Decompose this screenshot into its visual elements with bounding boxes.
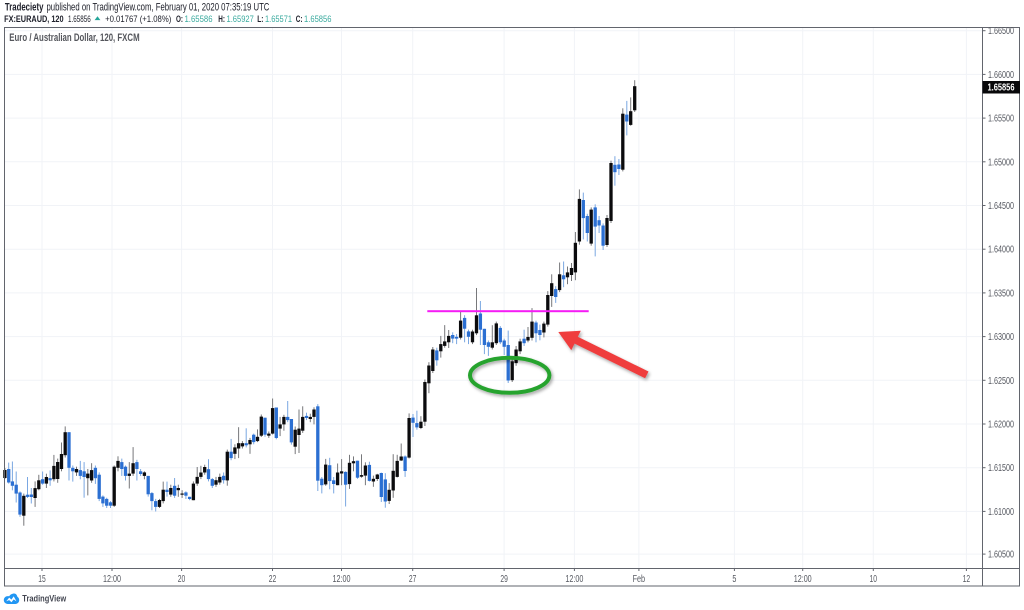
svg-text:O:: O: bbox=[176, 14, 183, 25]
svg-text:22: 22 bbox=[269, 574, 277, 585]
svg-text:1.61500: 1.61500 bbox=[988, 463, 1014, 474]
svg-text:29: 29 bbox=[500, 574, 508, 585]
svg-text:10: 10 bbox=[870, 574, 878, 585]
svg-text:1.60500: 1.60500 bbox=[988, 550, 1014, 561]
svg-text:1.63000: 1.63000 bbox=[988, 332, 1014, 343]
svg-text:1.62500: 1.62500 bbox=[988, 376, 1014, 387]
svg-text:H:: H: bbox=[218, 14, 225, 25]
svg-text:Tradeciety: Tradeciety bbox=[5, 1, 44, 13]
svg-text:12:00: 12:00 bbox=[103, 574, 121, 585]
svg-text:1.64000: 1.64000 bbox=[988, 245, 1014, 256]
svg-text:FX:EURAUD, 120: FX:EURAUD, 120 bbox=[4, 14, 64, 25]
svg-text:TradingView: TradingView bbox=[22, 593, 67, 603]
svg-text:1.61000: 1.61000 bbox=[988, 507, 1014, 518]
svg-text:12: 12 bbox=[963, 574, 971, 585]
svg-text:1.64500: 1.64500 bbox=[988, 201, 1014, 212]
svg-text:12:00: 12:00 bbox=[333, 574, 351, 585]
svg-text:Euro / Australian Dollar, 120,: Euro / Australian Dollar, 120, FXCM bbox=[9, 32, 139, 44]
svg-text:1.65500: 1.65500 bbox=[988, 114, 1014, 125]
svg-text:Feb: Feb bbox=[633, 574, 646, 585]
svg-text:1.66000: 1.66000 bbox=[988, 70, 1014, 81]
svg-text:1.63500: 1.63500 bbox=[988, 288, 1014, 299]
svg-text:15: 15 bbox=[38, 574, 46, 585]
svg-text:published on TradingView.com,: published on TradingView.com, February 0… bbox=[47, 1, 270, 13]
svg-text:1.66500: 1.66500 bbox=[988, 26, 1014, 37]
svg-text:1.65586: 1.65586 bbox=[185, 14, 213, 25]
svg-text:1.65856: 1.65856 bbox=[988, 83, 1015, 94]
svg-text:C:: C: bbox=[296, 14, 303, 25]
svg-text:12:00: 12:00 bbox=[794, 574, 812, 585]
svg-text:+0.01767 (+1.08%): +0.01767 (+1.08%) bbox=[105, 14, 171, 25]
svg-text:1.62000: 1.62000 bbox=[988, 420, 1014, 431]
svg-text:12:00: 12:00 bbox=[565, 574, 583, 585]
svg-text:5: 5 bbox=[732, 574, 736, 585]
svg-text:1.65856: 1.65856 bbox=[68, 14, 91, 25]
svg-text:20: 20 bbox=[178, 574, 186, 585]
svg-text:1.65000: 1.65000 bbox=[988, 157, 1014, 168]
svg-text:1.65856: 1.65856 bbox=[304, 14, 332, 25]
svg-text:L:: L: bbox=[257, 14, 263, 25]
svg-text:1.65927: 1.65927 bbox=[227, 14, 254, 25]
svg-text:27: 27 bbox=[409, 574, 417, 585]
svg-text:1.65571: 1.65571 bbox=[265, 14, 292, 25]
